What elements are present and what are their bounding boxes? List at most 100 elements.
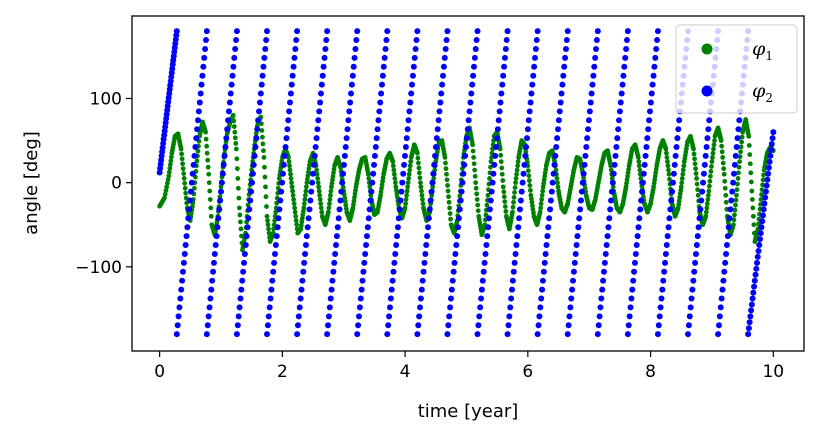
data-point-phi2	[452, 250, 459, 257]
data-point-phi2	[272, 242, 279, 249]
data-point-phi1	[342, 199, 348, 205]
data-point-phi2	[666, 215, 673, 222]
data-point-phi2	[582, 152, 589, 159]
data-point-phi2	[697, 206, 704, 213]
data-point-phi1	[180, 161, 186, 167]
data-point-phi2	[179, 268, 186, 275]
data-point-phi2	[389, 277, 396, 284]
data-point-phi2	[730, 179, 737, 186]
data-point-phi2	[336, 206, 343, 213]
data-point-phi1	[301, 205, 307, 211]
data-point-phi2	[765, 170, 772, 177]
data-point-phi1	[303, 184, 309, 190]
data-point-phi2	[316, 108, 323, 115]
data-point-phi2	[471, 54, 478, 61]
data-point-phi2	[645, 126, 652, 133]
data-point-phi2	[545, 224, 552, 231]
data-point-phi1	[163, 188, 169, 193]
data-point-phi1	[262, 174, 268, 180]
data-point-phi2	[233, 37, 240, 44]
data-point-phi2	[504, 331, 511, 338]
data-point-phi2	[390, 268, 397, 275]
data-point-phi2	[393, 242, 400, 249]
data-point-phi2	[580, 170, 587, 177]
data-point-phi2	[373, 135, 380, 142]
data-point-phi1	[300, 209, 306, 214]
data-point-phi2	[493, 135, 500, 142]
data-point-phi1	[681, 163, 687, 169]
data-point-phi1	[692, 161, 698, 167]
data-point-phi2	[367, 197, 374, 204]
data-point-phi2	[731, 161, 738, 168]
data-point-phi1	[624, 180, 629, 186]
data-point-phi1	[208, 213, 214, 219]
data-point-phi2	[561, 63, 568, 70]
data-point-phi2	[723, 242, 730, 249]
data-point-phi1	[233, 140, 239, 146]
data-point-phi1	[391, 171, 397, 177]
data-point-phi2	[395, 215, 402, 222]
legend-marker-phi1	[701, 43, 713, 55]
data-point-phi1	[475, 202, 481, 208]
data-point-phi2	[212, 242, 219, 249]
data-point-phi1	[287, 163, 292, 169]
data-point-phi1	[720, 155, 726, 160]
data-point-phi2	[366, 206, 373, 213]
data-point-phi2	[215, 215, 222, 222]
data-point-phi2	[490, 170, 497, 177]
data-point-phi2	[696, 215, 703, 222]
data-point-phi2	[231, 54, 238, 61]
data-point-phi2	[311, 152, 318, 159]
data-point-phi1	[298, 223, 304, 228]
data-point-phi2	[654, 331, 661, 338]
data-point-phi2	[424, 233, 431, 240]
data-point-phi1	[415, 160, 421, 166]
data-point-phi2	[653, 45, 660, 52]
data-point-phi2	[507, 304, 514, 311]
data-point-phi1	[691, 146, 696, 152]
data-point-phi2	[686, 313, 693, 320]
data-point-phi2	[620, 72, 627, 79]
data-point-phi1	[317, 192, 323, 198]
legend-marker-phi2	[701, 85, 713, 97]
data-point-phi2	[348, 81, 355, 88]
data-point-phi1	[732, 212, 737, 218]
data-point-phi1	[235, 176, 241, 181]
data-point-phi2	[225, 108, 232, 115]
data-point-phi2	[425, 215, 432, 222]
data-point-phi1	[706, 183, 712, 189]
data-point-phi2	[646, 108, 653, 115]
data-point-phi1	[380, 175, 386, 181]
data-point-phi1	[188, 211, 194, 216]
data-point-phi2	[701, 161, 708, 168]
data-point-phi1	[723, 192, 729, 198]
data-point-phi2	[333, 242, 339, 249]
data-point-phi2	[173, 28, 180, 35]
data-point-phi2	[573, 242, 580, 249]
data-point-phi2	[414, 331, 421, 338]
data-point-phi2	[663, 242, 670, 249]
data-point-phi2	[240, 268, 247, 275]
data-point-phi2	[604, 233, 611, 240]
data-point-phi2	[698, 197, 705, 204]
data-point-phi2	[432, 152, 439, 159]
data-point-phi2	[418, 286, 425, 293]
data-point-phi2	[334, 224, 341, 231]
data-point-phi1	[430, 184, 436, 190]
data-point-phi2	[254, 126, 261, 133]
data-point-phi1	[447, 205, 452, 211]
data-point-phi1	[403, 197, 409, 202]
data-point-phi2	[563, 37, 570, 44]
data-point-phi2	[243, 233, 250, 240]
data-point-phi2	[470, 72, 477, 79]
data-point-phi2	[598, 295, 605, 302]
data-point-phi2	[262, 45, 269, 52]
data-point-phi2	[736, 117, 743, 124]
data-point-phi1	[316, 184, 322, 190]
data-point-phi2	[729, 188, 736, 195]
data-point-phi2	[669, 179, 676, 186]
data-point-phi2	[583, 144, 590, 151]
data-point-phi1	[484, 202, 490, 208]
data-point-phi2	[422, 250, 429, 257]
data-point-phi2	[518, 188, 525, 195]
